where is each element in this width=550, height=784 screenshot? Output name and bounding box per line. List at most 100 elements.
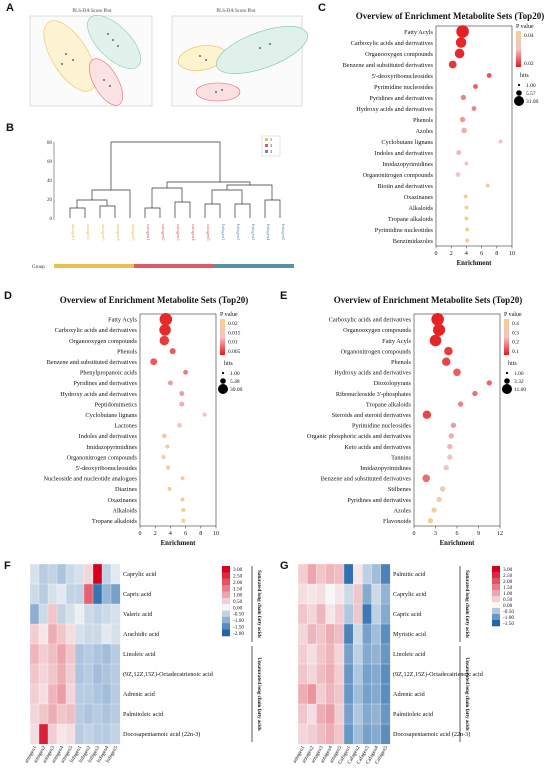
p-legend-tick: 0.3	[512, 330, 519, 336]
category-label: Organooxygen compounds	[365, 51, 433, 58]
panel-letter-b: B	[6, 122, 14, 134]
enrichment-dot	[179, 401, 185, 407]
colorscale-segment	[222, 585, 230, 592]
colorscale-label: 1.00	[503, 591, 513, 597]
heatmap-cell	[65, 623, 76, 645]
row-label: Caprylic acid	[393, 591, 427, 598]
heatmap-cell	[110, 563, 121, 585]
heatmap-cell	[380, 603, 391, 625]
heatmap-cell	[56, 643, 67, 665]
enrichment-dot	[443, 465, 449, 471]
category-label: Azoles	[416, 128, 434, 135]
category-label: Hydroxy acids and derivatives	[356, 106, 433, 113]
dendro-legend-3: 3	[270, 149, 272, 154]
enrichment-dot	[159, 335, 170, 346]
dendro-legend-2: 2	[270, 143, 272, 148]
panel-letter-f: F	[4, 560, 11, 572]
heatmap-cell	[307, 683, 317, 705]
enrichment-dot	[450, 422, 457, 428]
category-label: Organonitrogen compounds	[341, 348, 412, 355]
chart-title: Overview of Enrichment Metabolite Sets (…	[334, 295, 522, 305]
colorscale-segment	[492, 572, 500, 579]
heatmap-cell	[101, 603, 112, 625]
group-bar-1	[54, 264, 134, 268]
colorscale-label: -0.50	[233, 612, 244, 618]
category-label: Phenols	[391, 359, 411, 366]
enrichment-dot	[471, 106, 477, 111]
heatmap-cell	[325, 563, 336, 585]
heatmap-cell	[92, 643, 103, 665]
heatmap-cell	[380, 723, 391, 745]
p-legend-tick: 0.4	[512, 321, 519, 327]
enrichment-dot	[161, 455, 166, 460]
row-label: Adrenic acid	[123, 691, 156, 698]
enrichment-dot	[460, 94, 467, 101]
x-tick-label: 12	[497, 531, 503, 537]
colorscale-label: 1.50	[233, 586, 243, 592]
enrichment-dot	[464, 205, 469, 210]
p-legend-title: P value	[516, 24, 534, 30]
hits-legend-dot	[514, 96, 524, 106]
heatmap-cell	[38, 603, 49, 625]
heatmap-cell	[65, 663, 76, 685]
heatmap-cell	[56, 603, 67, 625]
hits-legend-dot	[517, 83, 521, 87]
heatmap-cell	[74, 623, 85, 645]
heatmap-cell	[110, 623, 121, 645]
category-label: Phenols	[413, 117, 433, 124]
heatmap-cell	[47, 723, 58, 745]
p-legend-tick: 0.02	[228, 321, 238, 327]
heatmap-cell	[110, 643, 121, 665]
heatmap-cell	[101, 663, 112, 685]
heatmap-cell	[307, 703, 317, 725]
category-label: Pyrimidine nucleosides	[374, 84, 433, 91]
row-label: Adrenic acid	[393, 691, 426, 698]
heatmap-cell	[343, 703, 354, 725]
category-label: Organooxygen compounds	[69, 338, 137, 345]
saturated-group-label: Saturated long chain fatty acids	[256, 570, 261, 638]
heatmap-cell	[83, 603, 94, 625]
heatmap-cell	[297, 643, 308, 665]
heatmap-cell	[353, 663, 363, 685]
p-legend-tick: 0.04	[524, 33, 534, 39]
heatmap-cell	[316, 623, 326, 645]
category-label: Carboxylic acids and derivatives	[329, 317, 412, 324]
heatmap-cell	[334, 623, 345, 645]
category-label: Alkaloids	[409, 205, 434, 212]
hits-legend-label: 1.00	[514, 371, 524, 377]
heatmap-cell	[74, 703, 85, 725]
heatmap-cell	[92, 703, 103, 725]
heatmap-cell	[325, 683, 336, 705]
heatmap-cell	[74, 723, 85, 745]
dendro-ytick: 40	[47, 179, 53, 184]
heatmap-cell	[307, 583, 317, 605]
heatmap-cell	[371, 583, 382, 605]
group-bar-3	[214, 264, 294, 268]
heatmap-cell	[29, 703, 40, 725]
panel-letter-e: E	[280, 290, 288, 302]
enrichment-dot	[422, 410, 432, 419]
dendro-legend-1: 1	[270, 137, 272, 142]
group-bar-2	[134, 264, 214, 268]
heatmap-cell	[29, 583, 40, 605]
enrichment-dot	[177, 422, 182, 428]
heatmap-cell	[92, 663, 103, 685]
x-tick-label: 6	[456, 531, 459, 537]
heatmap-cell	[380, 583, 391, 605]
heatmap-g: Palmitic acid Caprylic acid Capric acid Myr…	[292, 563, 514, 765]
heatmap-cell	[92, 563, 103, 585]
enrichment-dot	[464, 161, 469, 166]
heatmap-cell	[325, 663, 336, 685]
hits-legend-dot	[218, 384, 228, 394]
pls-da-plot-2-title: PLS-DA Score Plot	[216, 9, 256, 14]
hits-legend-label: 3.32	[514, 379, 524, 385]
category-label: Diazines	[115, 486, 138, 493]
category-label: Steroids and steroid derivatives	[332, 412, 412, 419]
heatmap-cell	[316, 723, 326, 745]
enrichment-dot	[431, 313, 444, 326]
svg-text:Infagen3: Infagen3	[251, 224, 256, 241]
heatmap-cell	[74, 683, 85, 705]
heatmap-cell	[353, 683, 363, 705]
enrichment-dot	[202, 412, 207, 417]
heatmap-cell	[307, 623, 317, 645]
